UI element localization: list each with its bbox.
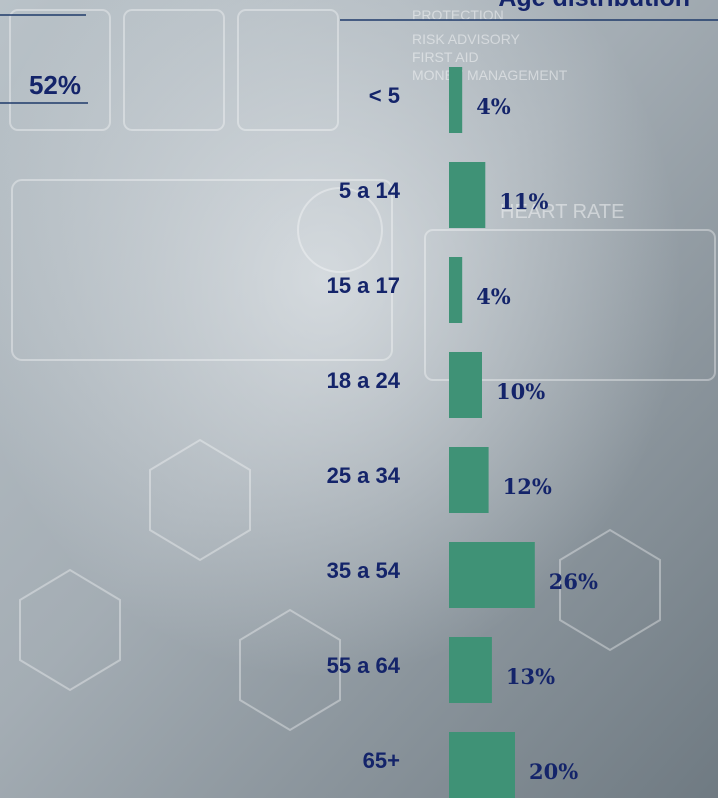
value-label: 4% bbox=[476, 94, 511, 119]
value-label: 4% bbox=[476, 284, 511, 309]
category-label: 18 a 24 bbox=[327, 368, 401, 393]
bar bbox=[449, 67, 462, 133]
background-glow bbox=[0, 0, 718, 798]
background-text: MONEY MANAGEMENT bbox=[412, 67, 568, 83]
background-text: FIRST AID bbox=[412, 49, 479, 65]
category-label: 5 a 14 bbox=[339, 178, 401, 203]
category-label: 25 a 34 bbox=[327, 463, 401, 488]
infographic: PROTECTION RISK ADVISORY FIRST AID MONEY… bbox=[0, 0, 718, 798]
value-label: 10% bbox=[496, 379, 545, 404]
bar bbox=[449, 542, 535, 608]
background-text: RISK ADVISORY bbox=[412, 31, 521, 47]
category-label: 15 a 17 bbox=[327, 273, 400, 298]
value-label: 12% bbox=[503, 474, 552, 499]
bar bbox=[449, 257, 462, 323]
category-label: 55 a 64 bbox=[327, 653, 401, 678]
chart-title: Age distribution bbox=[498, 0, 690, 12]
bar bbox=[449, 352, 482, 418]
highlight-stat: 52% bbox=[29, 70, 81, 100]
value-label: 11% bbox=[499, 189, 548, 214]
category-label: 35 a 54 bbox=[327, 558, 401, 583]
bar bbox=[449, 732, 515, 798]
category-label: 65+ bbox=[363, 748, 400, 773]
category-label: < 5 bbox=[369, 83, 400, 108]
value-label: 13% bbox=[506, 664, 555, 689]
value-label: 26% bbox=[549, 569, 598, 594]
bar bbox=[449, 447, 489, 513]
value-label: 20% bbox=[529, 759, 578, 784]
bar bbox=[449, 637, 492, 703]
bar bbox=[449, 162, 485, 228]
